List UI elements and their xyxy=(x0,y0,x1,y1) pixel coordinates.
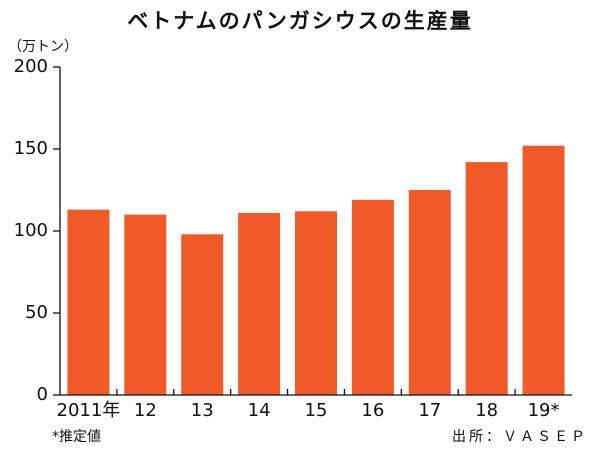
source: 出所：ＶＡＳＥＰ xyxy=(452,429,588,445)
bar xyxy=(522,145,565,395)
bar xyxy=(351,199,394,395)
x-tick-label: 16 xyxy=(361,400,384,421)
x-tick-label: 18 xyxy=(475,400,498,421)
bar xyxy=(295,211,337,395)
note: *推定値 xyxy=(52,429,101,445)
y-tick-label: 100 xyxy=(14,220,48,241)
bar xyxy=(67,209,110,395)
x-tick-label: 13 xyxy=(191,400,214,421)
y-tick-label: 0 xyxy=(37,384,48,405)
x-tick-label: 12 xyxy=(134,400,157,421)
bar xyxy=(408,190,451,395)
y-unit: （万トン） xyxy=(8,39,78,55)
x-tick-label: 14 xyxy=(248,400,271,421)
bar xyxy=(181,234,224,395)
chart-title: ベトナムのパンガシウスの生産量 xyxy=(127,9,472,33)
x-tick-label: 15 xyxy=(305,400,328,421)
y-tick-label: 150 xyxy=(14,138,48,159)
bar xyxy=(465,162,508,395)
bar xyxy=(238,212,281,395)
y-tick-label: 200 xyxy=(14,56,48,77)
x-tick-label: 17 xyxy=(418,400,441,421)
y-tick-label: 50 xyxy=(25,302,48,323)
x-tick-label: 19* xyxy=(528,400,560,421)
x-tick-label: 2011年 xyxy=(57,400,121,421)
bar xyxy=(124,214,167,395)
